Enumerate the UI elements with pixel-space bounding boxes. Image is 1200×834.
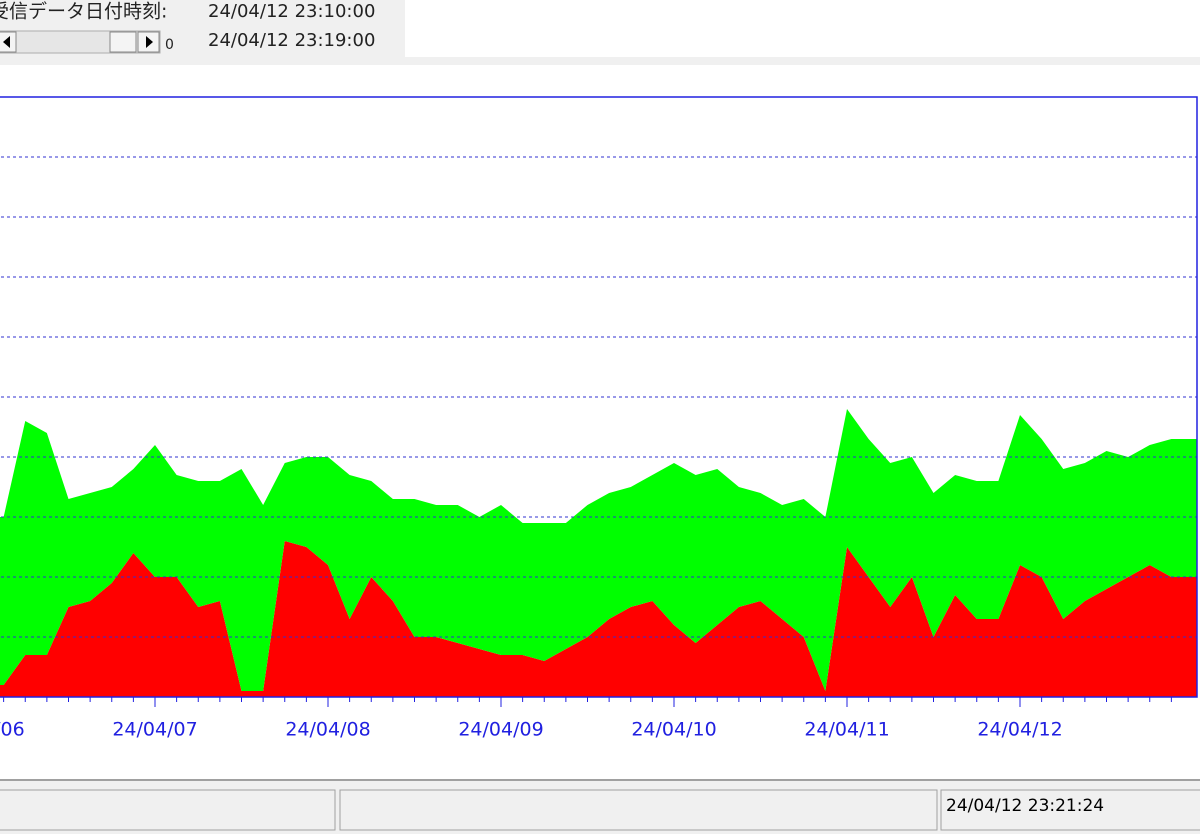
x-tick-label: 24/04/11 [804, 719, 889, 741]
x-tick-label: 24/04/09 [458, 719, 543, 741]
x-tick-label: 24/04/12 [977, 719, 1062, 741]
received-time: 24/04/12 23:10:00 [208, 1, 375, 22]
area [0, 409, 1197, 691]
x-tick-label: 24/04/06 [0, 719, 25, 741]
status-panel [339, 789, 938, 831]
x-tick-label: 24/04/10 [631, 719, 716, 741]
status-bar [0, 779, 1200, 834]
scroll-value: 0 [165, 37, 174, 53]
separator [0, 57, 1200, 65]
arrow-left [3, 36, 10, 48]
x-tick-label: 24/04/08 [285, 719, 370, 741]
plot-border [0, 96, 1198, 698]
status-panel [940, 789, 1200, 831]
area [0, 541, 1197, 697]
second-time: 24/04/12 23:19:00 [208, 30, 375, 51]
x-tick-label: 24/04/07 [112, 719, 197, 741]
status-time: 24/04/12 23:21:24 [946, 796, 1104, 816]
scrollbar[interactable] [0, 30, 161, 54]
status-panel [0, 789, 336, 831]
arrow-right [146, 36, 153, 48]
scroll-thumb[interactable] [109, 31, 137, 53]
received-label: 受信データ日付時刻: [0, 1, 167, 23]
chart: 24/04/06 24/04/07 24/04/08 24/04/09 24/04/10… [0, 96, 1198, 741]
